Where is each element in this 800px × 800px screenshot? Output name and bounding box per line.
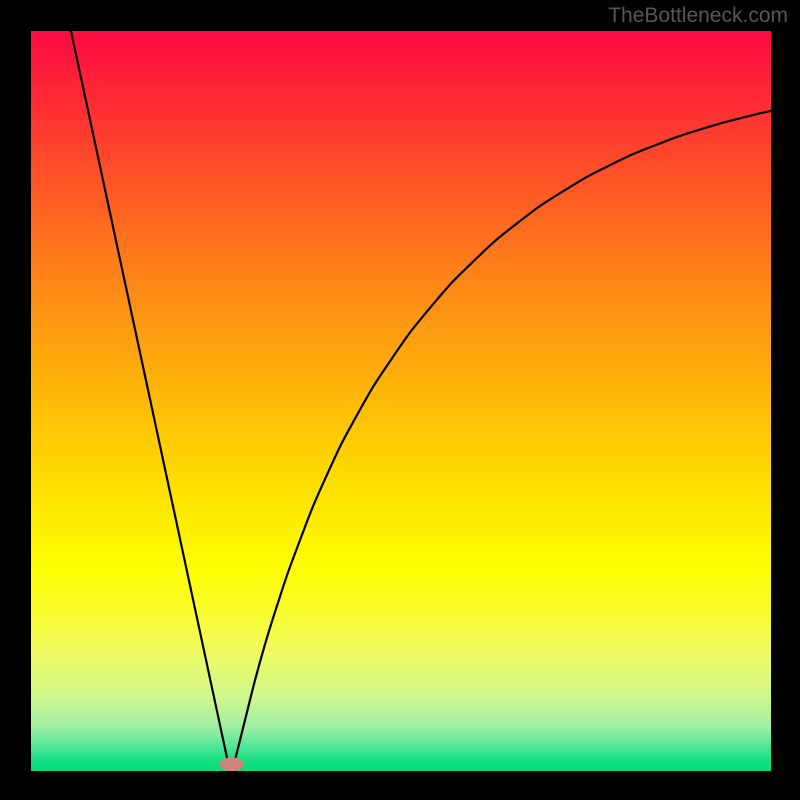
- bottleneck-chart-canvas: [31, 31, 771, 771]
- chart-area: [31, 31, 771, 771]
- watermark-text: TheBottleneck.com: [608, 4, 788, 28]
